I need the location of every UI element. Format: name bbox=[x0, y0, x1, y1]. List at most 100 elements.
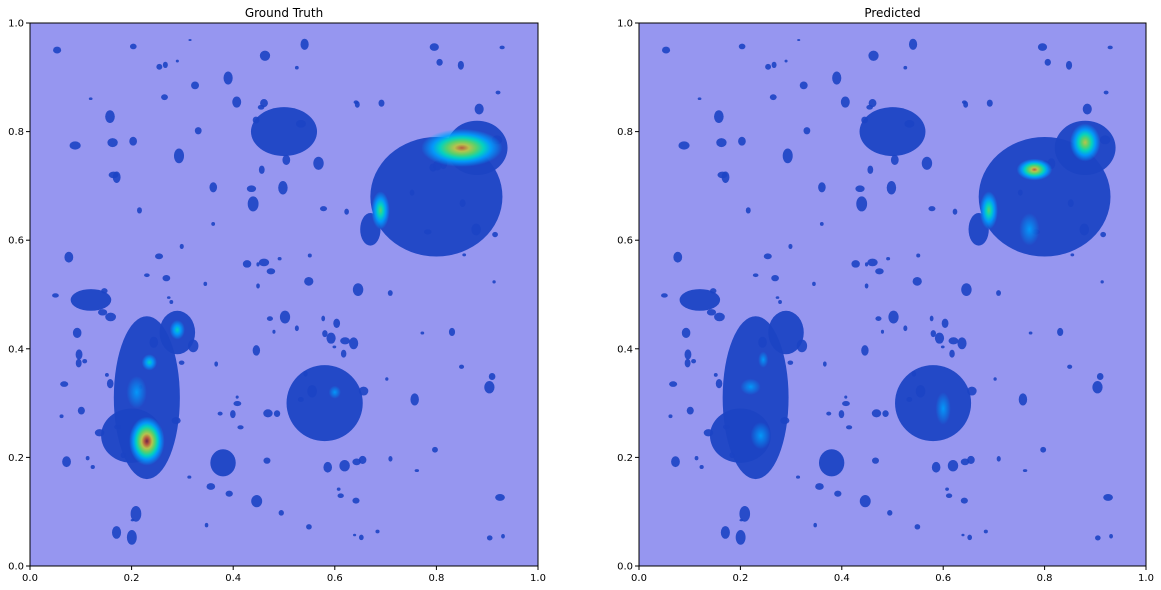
tissue-speck bbox=[188, 38, 192, 42]
tissue-speck bbox=[352, 497, 360, 504]
tissue-speck bbox=[457, 60, 464, 70]
tissue-speck bbox=[941, 318, 949, 328]
tissue-speck bbox=[321, 315, 326, 322]
tissue-speck bbox=[75, 349, 83, 360]
tissue-speck bbox=[832, 71, 842, 85]
tissue-speck bbox=[758, 336, 767, 348]
tissue-speck bbox=[211, 221, 216, 226]
tissue-speck bbox=[242, 260, 252, 268]
y-tick-label: 0.8 bbox=[617, 127, 633, 138]
tissue-speck bbox=[188, 339, 199, 353]
tissue-speck bbox=[223, 71, 233, 85]
tissue-speck bbox=[339, 459, 350, 472]
heat-hotspot bbox=[126, 375, 147, 409]
tissue-speck bbox=[385, 377, 389, 381]
tissue-speck bbox=[957, 337, 967, 350]
tissue-speck bbox=[296, 120, 306, 128]
tissue-speck bbox=[694, 455, 699, 461]
tissue-speck bbox=[85, 455, 90, 461]
tissue-speck bbox=[107, 138, 118, 148]
tissue-speck bbox=[462, 253, 467, 257]
plot-frame bbox=[29, 22, 539, 567]
tissue-speck bbox=[1018, 393, 1028, 406]
tissue-speck bbox=[111, 526, 122, 539]
tissue-speck bbox=[101, 288, 108, 294]
tissue-speck bbox=[1103, 493, 1113, 501]
tissue-speck bbox=[739, 505, 751, 522]
tissue-speck bbox=[735, 529, 746, 545]
tissue-speck bbox=[171, 417, 181, 425]
tissue-speck bbox=[967, 534, 973, 541]
tissue-speck bbox=[868, 50, 879, 61]
tissue-speck bbox=[344, 208, 349, 215]
tissue-speck bbox=[206, 483, 216, 490]
tissue-speck bbox=[703, 429, 714, 437]
tissue-speck bbox=[880, 329, 885, 334]
tissue-speck bbox=[60, 381, 69, 387]
tissue-speck bbox=[855, 185, 865, 193]
tissue-speck bbox=[235, 395, 239, 399]
tissue-speck bbox=[911, 371, 917, 377]
tissue-speck bbox=[137, 207, 142, 214]
heat-hotspot bbox=[129, 416, 165, 466]
tissue-speck bbox=[112, 171, 121, 183]
tissue-speck bbox=[209, 182, 218, 193]
tissue-region bbox=[859, 107, 926, 157]
x-tick-label: 0.0 bbox=[22, 573, 38, 584]
tissue-region bbox=[210, 449, 236, 477]
tissue-speck bbox=[129, 43, 137, 50]
tissue-speck bbox=[294, 325, 299, 332]
tissue-speck bbox=[819, 221, 824, 226]
tissue-speck bbox=[217, 411, 223, 416]
tissue-speck bbox=[867, 165, 874, 174]
tissue-speck bbox=[888, 310, 899, 324]
tissue-speck bbox=[130, 505, 142, 522]
tissue-speck bbox=[279, 310, 291, 324]
tissue-speck bbox=[661, 293, 668, 298]
heat-hotspot bbox=[421, 128, 503, 167]
tissue-speck bbox=[851, 260, 860, 268]
tissue-speck bbox=[1079, 223, 1089, 236]
tissue-speck bbox=[149, 336, 159, 348]
tissue-speck bbox=[1109, 534, 1113, 539]
tissue-speck bbox=[94, 429, 105, 437]
heat-hotspot bbox=[935, 392, 951, 425]
tissue-speck bbox=[842, 401, 850, 407]
tissue-speck bbox=[681, 327, 691, 339]
tissue-speck bbox=[233, 401, 242, 407]
tissue-speck bbox=[230, 410, 236, 419]
tissue-speck bbox=[52, 293, 59, 298]
heat-hotspot bbox=[740, 378, 761, 395]
tissue-speck bbox=[471, 223, 481, 236]
tissue-speck bbox=[114, 424, 121, 430]
tissue-speck bbox=[256, 262, 260, 267]
tissue-speck bbox=[916, 253, 921, 258]
tissue-speck bbox=[492, 280, 496, 284]
tissue-speck bbox=[784, 59, 788, 63]
chart-title: Predicted bbox=[864, 6, 920, 20]
tissue-speck bbox=[106, 379, 114, 389]
heat-hotspot bbox=[371, 191, 390, 230]
tissue-speck bbox=[332, 345, 337, 349]
tissue-speck bbox=[203, 281, 208, 287]
tissue-speck bbox=[247, 196, 259, 212]
x-tick-label: 0.4 bbox=[225, 573, 241, 584]
tissue-speck bbox=[387, 290, 393, 296]
tissue-speck bbox=[738, 43, 746, 50]
tissue-speck bbox=[765, 63, 772, 70]
heat-hotspot bbox=[1016, 158, 1053, 181]
tissue-speck bbox=[912, 276, 922, 286]
y-tick-label: 0.8 bbox=[8, 127, 24, 138]
tissue-speck bbox=[297, 397, 304, 402]
tissue-speck bbox=[960, 497, 968, 504]
tissue-speck bbox=[484, 381, 495, 394]
tissue-speck bbox=[120, 452, 126, 459]
tissue-speck bbox=[388, 456, 393, 462]
tissue-speck bbox=[420, 331, 425, 335]
tissue-speck bbox=[232, 96, 242, 108]
tissue-speck bbox=[294, 65, 299, 70]
tissue-region bbox=[818, 449, 845, 477]
tissue-speck bbox=[1057, 327, 1064, 337]
tissue-speck bbox=[906, 397, 913, 402]
